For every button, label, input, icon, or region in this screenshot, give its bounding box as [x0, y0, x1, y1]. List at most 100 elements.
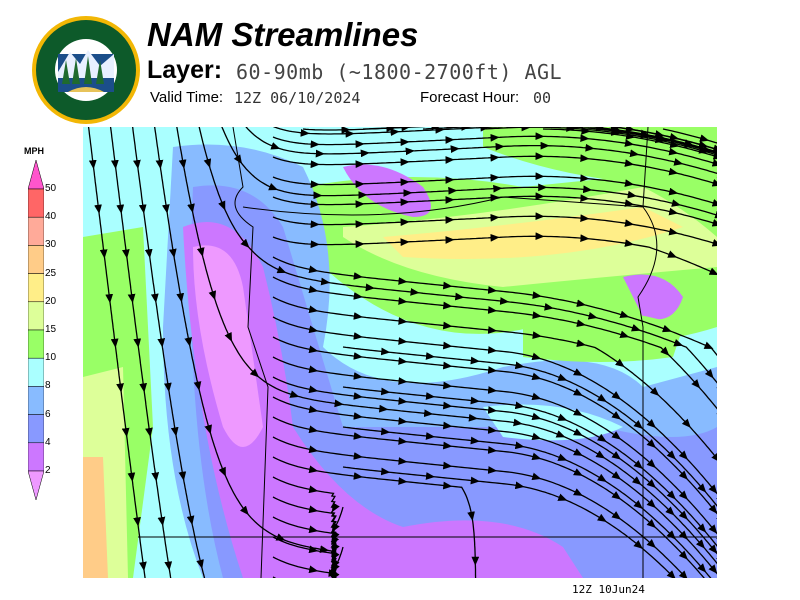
streamline-segment	[675, 152, 717, 167]
streamline-segment	[315, 469, 363, 480]
streamline-segment	[137, 523, 147, 572]
streamline-segment	[675, 192, 717, 207]
streamline-segment	[322, 149, 370, 158]
footer-timestamp: 12Z 10Jun24	[572, 583, 645, 596]
streamline-segment	[315, 309, 363, 320]
streamline-map	[83, 127, 717, 578]
streamline-segment	[362, 127, 411, 132]
streamline-segment	[580, 414, 622, 440]
streamline-segment	[364, 189, 413, 197]
streamline-segment	[182, 478, 195, 526]
streamline-segment	[416, 291, 465, 301]
streamline-segment	[449, 405, 498, 414]
streamline-segment	[618, 397, 656, 429]
streamline-segment	[562, 435, 606, 459]
streamline-segment	[697, 386, 717, 419]
streamline-segment	[125, 434, 136, 482]
legend-swatch-15-20	[28, 301, 44, 331]
streamline-segment	[602, 128, 651, 139]
streamline-segment	[640, 546, 676, 578]
streamline-segment	[583, 343, 625, 368]
streamline-segment	[114, 345, 124, 393]
streamline-segment	[342, 346, 391, 356]
streamline-segment	[586, 177, 635, 187]
streamline-segment	[618, 457, 656, 489]
streamline-segment	[499, 183, 548, 192]
legend-tick: 6	[45, 408, 51, 420]
streamline-segment	[542, 127, 591, 135]
streamline-segment	[617, 132, 665, 144]
streamline-segment	[564, 419, 607, 443]
streamline-segment	[449, 465, 498, 474]
streamline-segment	[404, 380, 453, 390]
streamline-segment	[132, 127, 141, 170]
streamline-segment	[618, 517, 656, 549]
streamline-segment	[647, 134, 694, 147]
streamline-segment	[221, 127, 243, 165]
streamline-segment	[604, 400, 643, 429]
streamline-segment	[451, 213, 500, 222]
streamline-segment	[685, 517, 717, 554]
layer-value: 60-90mb (~1800-2700ft) AGL	[236, 60, 563, 84]
streamline-segment	[675, 212, 717, 227]
streamline-segment	[451, 233, 500, 242]
streamline-segment	[496, 172, 545, 181]
streamline-segment	[675, 172, 717, 187]
legend-tick: 20	[45, 295, 57, 307]
streamline-segment	[653, 545, 688, 578]
streamline-segment	[547, 143, 595, 152]
streamline-segment	[653, 445, 688, 480]
streamline-segment	[360, 276, 408, 285]
streamline-segment	[539, 335, 586, 348]
valid-time-value: 12Z 06/10/2024	[234, 89, 361, 107]
streamline-segment	[449, 365, 498, 374]
streamline-segment	[702, 546, 717, 565]
streamline-segment	[404, 320, 453, 330]
forecast-hour-label: Forecast Hour:	[420, 89, 520, 106]
streamline-segment	[283, 271, 331, 286]
streamline-segment	[272, 276, 319, 294]
streamline-segment	[454, 184, 503, 193]
streamline-segment	[521, 485, 568, 501]
streamline-segment	[610, 127, 635, 133]
streamline-segment	[155, 300, 166, 348]
streamline-segment	[342, 466, 391, 476]
streamline-segment	[412, 145, 460, 154]
streamline-segment	[317, 240, 365, 249]
streamline-segment	[404, 460, 453, 470]
streamline-segment	[430, 413, 478, 422]
streamline-segment	[710, 347, 717, 357]
streamline-segment	[564, 499, 607, 523]
streamline-segment	[409, 186, 458, 195]
layer-label: Layer:	[147, 56, 223, 84]
streamline-segment	[449, 285, 498, 294]
streamline-segment	[272, 556, 319, 574]
streamline-segment	[168, 567, 172, 578]
streamline-segment	[159, 166, 170, 214]
streamline-segment	[272, 127, 310, 137]
streamline-segment	[691, 144, 717, 157]
streamline-segment	[587, 130, 636, 140]
streamline-segment	[482, 127, 531, 132]
streamline-segment	[521, 445, 568, 461]
streamline-segment	[404, 400, 453, 410]
streamline-segment	[272, 456, 319, 474]
streamline-segment	[223, 207, 250, 248]
streamline-segment	[519, 422, 566, 438]
legend-tick: 15	[45, 324, 57, 335]
streamline-segment	[360, 336, 408, 345]
streamline-segment	[475, 417, 523, 427]
streamline-segment	[407, 136, 455, 144]
streamline-segment	[387, 431, 436, 440]
streamline-segment	[673, 537, 707, 573]
streamline-segment	[272, 256, 319, 274]
streamline-segment	[87, 127, 97, 170]
streamline-segment	[580, 434, 622, 460]
streamline-segment	[604, 520, 643, 549]
streamline-segment	[407, 176, 455, 184]
streamline-segment	[656, 393, 691, 428]
streamline-segment	[631, 223, 679, 236]
streamline-segment	[200, 566, 206, 578]
streamline-segment	[272, 216, 320, 229]
streamline-segment	[137, 166, 147, 214]
